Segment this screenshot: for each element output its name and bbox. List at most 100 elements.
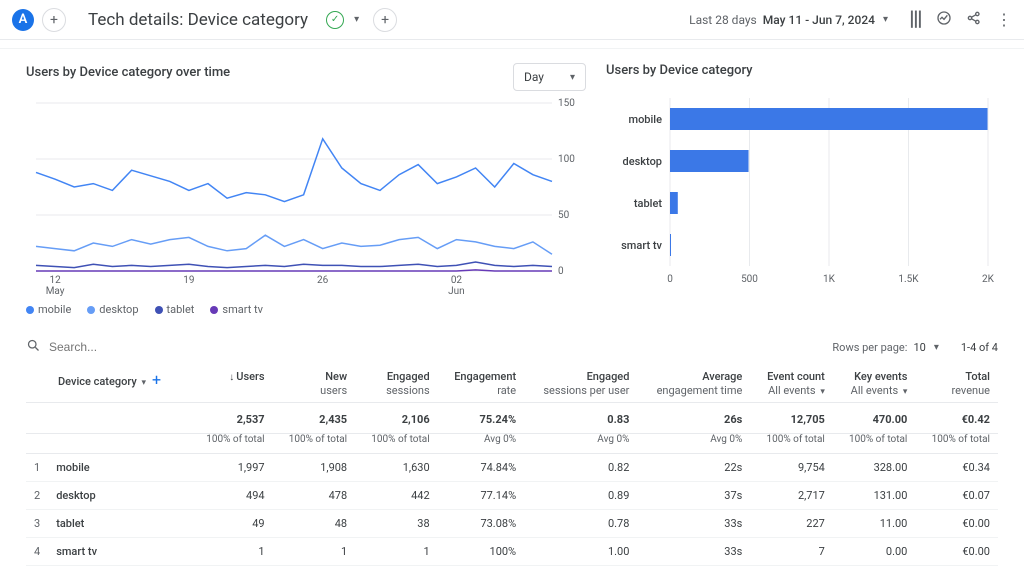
date-range-label: Last 28 days bbox=[689, 13, 757, 27]
chevron-down-icon: ▾ bbox=[883, 14, 888, 25]
data-cell: 77.14% bbox=[438, 482, 524, 510]
data-cell: 0.00 bbox=[833, 538, 916, 566]
column-header[interactable]: Newusers bbox=[273, 364, 356, 403]
line-chart: 05010015012May192602Jun bbox=[26, 97, 586, 297]
column-header[interactable]: Key eventsAll events ▾ bbox=[833, 364, 916, 403]
data-cell: 494 bbox=[190, 482, 273, 510]
bar-chart: 05001K1.5K2Kmobiledesktoptabletsmart tv bbox=[606, 88, 996, 288]
column-header[interactable]: Totalrevenue bbox=[915, 364, 998, 403]
column-header[interactable]: Engagedsessions per user bbox=[524, 364, 637, 403]
data-cell: 1 bbox=[273, 538, 356, 566]
legend-item[interactable]: tablet bbox=[155, 303, 195, 316]
data-cell: 33s bbox=[637, 510, 750, 538]
legend-item[interactable]: mobile bbox=[26, 303, 71, 316]
svg-text:smart tv: smart tv bbox=[621, 239, 662, 252]
table-row[interactable]: 2desktop49447844277.14%0.8937s2,717131.0… bbox=[26, 482, 998, 510]
data-cell: 1,997 bbox=[190, 454, 273, 482]
data-cell: 33s bbox=[637, 538, 750, 566]
column-header[interactable]: Engagedsessions bbox=[355, 364, 438, 403]
totals-cell: €0.42 bbox=[915, 403, 998, 434]
rows-per-page-value: 10 bbox=[913, 341, 925, 354]
totals-sub-cell: 100% of total bbox=[190, 434, 273, 454]
pagination-range: 1-4 of 4 bbox=[961, 341, 998, 354]
rows-per-page-label: Rows per page: bbox=[832, 341, 907, 354]
legend-item[interactable]: desktop bbox=[87, 303, 138, 316]
totals-sub-cell: Avg 0% bbox=[438, 434, 524, 454]
totals-cell: 26s bbox=[637, 403, 750, 434]
svg-text:0: 0 bbox=[558, 266, 564, 277]
data-cell: €0.07 bbox=[915, 482, 998, 510]
data-cell: 1 bbox=[355, 538, 438, 566]
content: Users by Device category over time Day ▾… bbox=[0, 48, 1024, 566]
data-cell: 11.00 bbox=[833, 510, 916, 538]
insights-icon[interactable] bbox=[936, 10, 952, 29]
compare-icon[interactable]: ⎢⎢⎢ bbox=[910, 12, 922, 28]
table-row[interactable]: 1mobile1,9971,9081,63074.84%0.8222s9,754… bbox=[26, 454, 998, 482]
more-icon[interactable]: ⋮ bbox=[996, 10, 1012, 29]
row-label: tablet bbox=[48, 510, 190, 538]
svg-text:0: 0 bbox=[667, 274, 673, 285]
date-range-value: May 11 - Jun 7, 2024 bbox=[763, 13, 875, 27]
data-cell: 48 bbox=[273, 510, 356, 538]
chevron-down-icon: ▾ bbox=[934, 342, 939, 353]
rows-per-page[interactable]: Rows per page: 10 ▾ bbox=[832, 341, 938, 354]
totals-cell: 470.00 bbox=[833, 403, 916, 434]
totals-sub-cell: 100% of total bbox=[833, 434, 916, 454]
chevron-down-icon: ▾ bbox=[570, 72, 575, 83]
data-cell: €0.34 bbox=[915, 454, 998, 482]
svg-text:150: 150 bbox=[558, 98, 575, 109]
totals-sub-cell: 100% of total bbox=[750, 434, 833, 454]
svg-text:12: 12 bbox=[49, 275, 61, 286]
data-cell: €0.00 bbox=[915, 538, 998, 566]
data-cell: 0.78 bbox=[524, 510, 637, 538]
column-header[interactable]: Engagementrate bbox=[438, 364, 524, 403]
svg-text:100: 100 bbox=[558, 154, 575, 165]
table-row[interactable]: 3tablet49483873.08%0.7833s22711.00€0.00 bbox=[26, 510, 998, 538]
bar-chart-card: Users by Device category 05001K1.5K2Kmob… bbox=[606, 63, 998, 316]
data-cell: 478 bbox=[273, 482, 356, 510]
avatar[interactable]: A bbox=[12, 9, 34, 31]
totals-sub-cell: 100% of total bbox=[273, 434, 356, 454]
add-segment-button[interactable]: + bbox=[42, 8, 66, 32]
svg-text:1K: 1K bbox=[823, 274, 836, 285]
data-cell: 0.89 bbox=[524, 482, 637, 510]
search-input[interactable] bbox=[49, 340, 249, 354]
data-cell: 74.84% bbox=[438, 454, 524, 482]
data-cell: 1 bbox=[190, 538, 273, 566]
topbar: A + Tech details: Device category ✓ ▾ + … bbox=[0, 0, 1024, 40]
add-dimension-button[interactable]: + bbox=[152, 370, 161, 389]
granularity-select[interactable]: Day ▾ bbox=[513, 63, 586, 91]
data-cell: 131.00 bbox=[833, 482, 916, 510]
data-cell: 1,908 bbox=[273, 454, 356, 482]
svg-text:02: 02 bbox=[451, 275, 463, 286]
totals-sub-cell: 100% of total bbox=[915, 434, 998, 454]
column-header[interactable]: ↓Users bbox=[190, 364, 273, 403]
table-row[interactable]: 4smart tv111100%1.0033s70.00€0.00 bbox=[26, 538, 998, 566]
add-comparison-button[interactable]: + bbox=[373, 8, 397, 32]
data-cell: 227 bbox=[750, 510, 833, 538]
data-cell: 2,717 bbox=[750, 482, 833, 510]
data-cell: 73.08% bbox=[438, 510, 524, 538]
svg-text:May: May bbox=[46, 286, 65, 297]
search-icon[interactable] bbox=[26, 338, 41, 356]
share-icon[interactable] bbox=[966, 10, 982, 29]
row-label: desktop bbox=[48, 482, 190, 510]
bar-chart-title: Users by Device category bbox=[606, 63, 998, 78]
legend-item[interactable]: smart tv bbox=[210, 303, 263, 316]
svg-text:500: 500 bbox=[741, 274, 758, 285]
verified-badge[interactable]: ✓ bbox=[326, 11, 344, 29]
data-cell: 37s bbox=[637, 482, 750, 510]
granularity-value: Day bbox=[524, 70, 544, 84]
column-header-device-category[interactable]: Device category ▾+ bbox=[26, 364, 190, 403]
date-range-picker[interactable]: Last 28 days May 11 - Jun 7, 2024 ▾ bbox=[689, 13, 888, 27]
row-index: 3 bbox=[26, 510, 48, 538]
data-cell: €0.00 bbox=[915, 510, 998, 538]
svg-text:mobile: mobile bbox=[628, 113, 662, 126]
data-cell: 100% bbox=[438, 538, 524, 566]
column-header[interactable]: Averageengagement time bbox=[637, 364, 750, 403]
title-chevron-icon[interactable]: ▾ bbox=[354, 14, 359, 25]
svg-text:tablet: tablet bbox=[634, 197, 662, 210]
data-cell: 442 bbox=[355, 482, 438, 510]
column-header[interactable]: Event countAll events ▾ bbox=[750, 364, 833, 403]
row-index: 2 bbox=[26, 482, 48, 510]
